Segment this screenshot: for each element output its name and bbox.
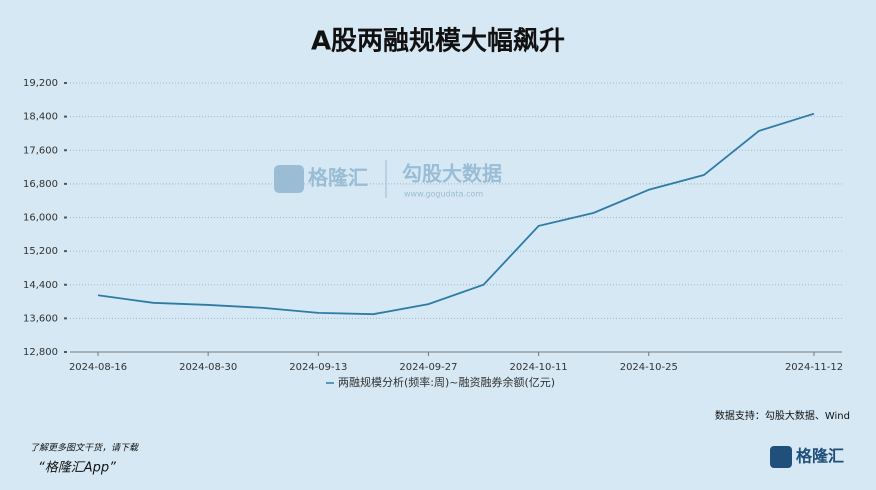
footer-line1: 了解更多图文干货，请下载: [30, 443, 139, 454]
x-tick-label: 2024-11-12: [785, 362, 843, 373]
watermark-brand: 格隆汇: [308, 166, 368, 190]
y-tick-label: 16,000: [23, 213, 58, 224]
legend-label: 两融规模分析(频率:周)~融资融券余额(亿元): [338, 375, 555, 389]
x-tick-label: 2024-10-11: [510, 362, 568, 373]
watermark-partner: 勾股大数据: [402, 162, 502, 186]
y-tick-label: 17,600: [23, 145, 58, 156]
footer-line2: “格隆汇App”: [38, 461, 116, 476]
x-tick-label: 2024-08-16: [69, 362, 127, 373]
x-tick-label: 2024-09-13: [289, 362, 347, 373]
y-tick-label: 13,600: [23, 313, 58, 324]
x-tick-label: 2024-09-27: [399, 362, 457, 373]
y-tick-label: 12,800: [23, 347, 58, 358]
y-tick-label: 14,400: [23, 280, 58, 291]
x-tick-label: 2024-08-30: [179, 362, 237, 373]
series-line: [97, 112, 815, 316]
watermark-icon: [274, 165, 304, 193]
y-tick-label: 15,200: [23, 246, 58, 257]
watermark-url: www.gogudata.com: [404, 190, 483, 199]
y-tick-label: 16,800: [23, 179, 58, 190]
watermark: 格隆汇 勾股大数据 www.gogudata.com: [274, 160, 502, 199]
source: 数据支持：勾股大数据、Wind: [715, 409, 850, 422]
chart-title: A股两融规模大幅飙升: [311, 27, 565, 57]
y-tick-label: 18,400: [23, 112, 58, 123]
y-tick-label: 19,200: [23, 78, 58, 89]
logo-text: 格隆汇: [796, 447, 844, 466]
x-tick-label: 2024-10-25: [620, 362, 678, 373]
logo-icon: [770, 446, 792, 468]
